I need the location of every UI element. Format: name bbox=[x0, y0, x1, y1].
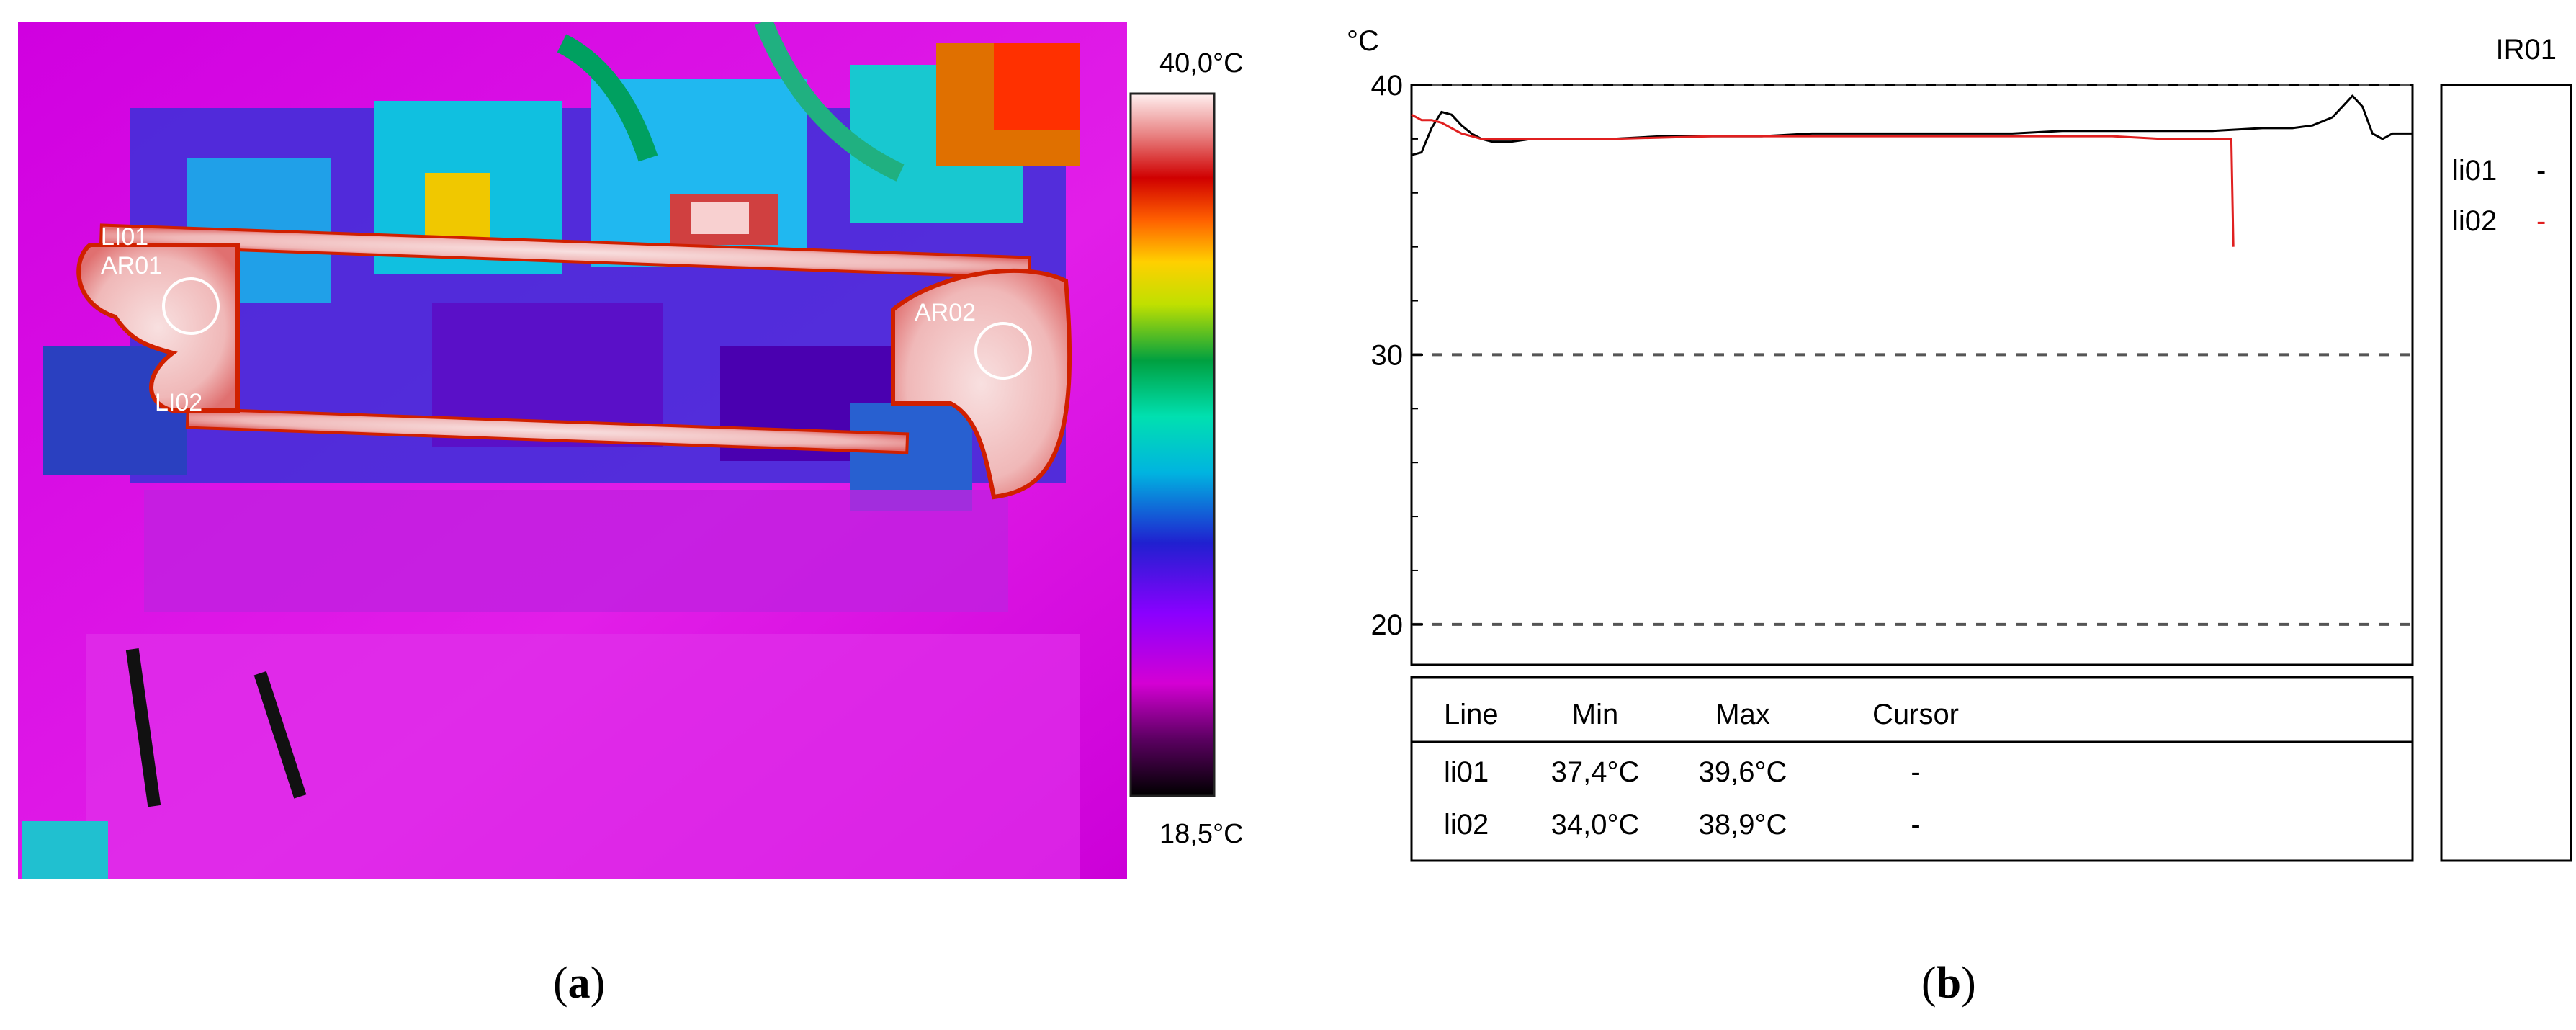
series bbox=[1411, 94, 2413, 247]
ar01-circle bbox=[162, 277, 220, 335]
table-cell-0-2: 39,6°C bbox=[1699, 756, 1787, 788]
ar02-circle bbox=[974, 322, 1032, 380]
legend-mark-li02: - bbox=[2536, 205, 2546, 237]
table-cell-1-2: 38,9°C bbox=[1699, 809, 1787, 841]
table-header-line: Line bbox=[1444, 699, 1499, 730]
y-tick-label-20: 20 bbox=[1371, 609, 1404, 641]
table-header-min: Min bbox=[1572, 699, 1618, 730]
measurement-markers: LI01 AR01 LI02 AR02 bbox=[101, 223, 1032, 416]
scale-min-label: 18,5°C bbox=[1159, 819, 1244, 849]
temperature-chart: °C IR01 20 30 40 li01 - li02 - Line Min Max Curs… bbox=[1347, 25, 2572, 862]
plot-frame bbox=[1410, 84, 2414, 666]
table-header-cursor: Cursor bbox=[1872, 699, 1959, 730]
table-cell-1-3: - bbox=[1911, 809, 1920, 841]
caption-a: (a) bbox=[553, 959, 606, 1008]
y-tick-label-30: 30 bbox=[1371, 339, 1404, 371]
temperature-scale-bar bbox=[1129, 92, 1216, 797]
stats-table-frame bbox=[1410, 676, 2414, 862]
legend-label-li02: li02 bbox=[2452, 205, 2497, 237]
marker-li02: LI02 bbox=[155, 389, 202, 416]
scale-max-label: 40,0°C bbox=[1159, 48, 1244, 79]
table-cell-0-1: 37,4°C bbox=[1551, 756, 1640, 788]
table-cell-0-0: li01 bbox=[1444, 756, 1489, 788]
series-line-li02 bbox=[1411, 113, 2235, 247]
table-cell-1-0: li02 bbox=[1444, 809, 1489, 841]
grid bbox=[1412, 84, 2413, 626]
probe-label: IR01 bbox=[2496, 34, 2557, 66]
temperature-chart-panel: °C IR01 20 30 40 li01 - li02 - Line Min Max Curs… bbox=[1339, 0, 2576, 929]
legend: li01 - li02 - bbox=[2452, 155, 2546, 237]
table-cell-0-3: - bbox=[1911, 756, 1920, 788]
legend-box bbox=[2440, 84, 2572, 862]
marker-ar02: AR02 bbox=[915, 299, 976, 326]
y-tick-label-40: 40 bbox=[1371, 70, 1404, 102]
caption-b: (b) bbox=[1921, 959, 1976, 1008]
series-line-li01 bbox=[1411, 94, 2413, 156]
thermal-image-panel: LI01 AR01 LI02 AR02 40,0°C 18,5°C bbox=[0, 0, 1296, 929]
table-header-max: Max bbox=[1715, 699, 1770, 730]
legend-mark-li01: - bbox=[2536, 155, 2546, 187]
y-axis: 20 30 40 bbox=[1371, 70, 1423, 641]
thermal-image: LI01 AR01 LI02 AR02 40,0°C 18,5°C bbox=[18, 22, 1244, 879]
table-cell-1-1: 34,0°C bbox=[1551, 809, 1640, 841]
marker-li01: LI01 bbox=[101, 223, 148, 251]
y-axis-unit: °C bbox=[1347, 25, 1379, 57]
legend-label-li01: li01 bbox=[2452, 155, 2497, 187]
marker-ar01: AR01 bbox=[101, 252, 162, 279]
stats-table: Line Min Max Cursor li01 37,4°C 39,6°C - li02 34,… bbox=[1444, 699, 1959, 841]
